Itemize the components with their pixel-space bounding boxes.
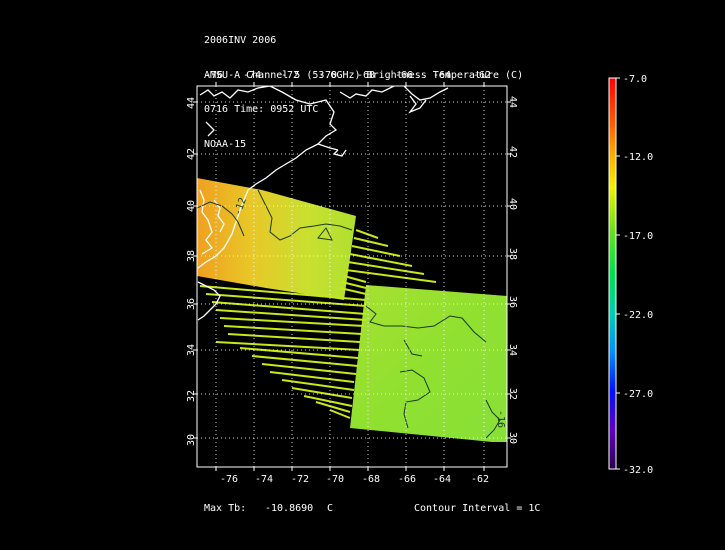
lon-label-bottom-7: -64 (433, 474, 451, 485)
colorbar-ticks (616, 77, 620, 470)
lat-label-left-2: 42 (186, 148, 197, 160)
swath-north (197, 178, 356, 300)
lon-label-bottom-4: -70 (326, 474, 344, 485)
scan-line (269, 371, 355, 383)
scan-line (349, 253, 413, 267)
header-line-1: 2006INV 2006 (204, 35, 277, 46)
lat-label-left-5: 36 (186, 298, 197, 310)
scan-line (329, 409, 351, 419)
colorbar-label-2: -12.0 (623, 152, 653, 163)
scan-lines (199, 229, 437, 419)
lon-label-bottom-1: -76 (220, 474, 238, 485)
lon-label-bottom-8: -62 (471, 474, 489, 485)
scan-line (339, 287, 367, 295)
scan-line (251, 355, 359, 367)
lon-label-top-2: -74 (243, 70, 261, 81)
colorbar-label-6: -32.0 (623, 465, 653, 476)
scan-line (303, 395, 353, 407)
scan-line (343, 275, 367, 283)
lon-label-bottom-5: -68 (362, 474, 380, 485)
max-tb-value: -10.8690 (265, 503, 314, 514)
max-tb-unit: C (327, 503, 334, 514)
scan-line (355, 229, 379, 239)
lon-label-top-8: -62 (473, 70, 491, 81)
contour-interval: Contour Interval = 1C (414, 503, 541, 514)
map-frame (196, 85, 508, 468)
lat-label-left-4: 38 (186, 250, 197, 262)
colorbar-label-4: -22.0 (623, 310, 653, 321)
lat-label-left-1: 44 (186, 97, 197, 109)
lon-label-top-5: -68 (357, 70, 375, 81)
lon-label-bottom-3: -72 (291, 474, 309, 485)
lat-label-right-8: 30 (507, 432, 518, 444)
scan-line (281, 379, 355, 391)
lat-label-left-6: 34 (186, 344, 197, 356)
lat-label-left-7: 32 (186, 390, 197, 402)
scan-line (239, 347, 359, 359)
lat-label-left-3: 40 (186, 200, 197, 212)
header-line-3: 0716 Time: 0952 UTC (204, 104, 319, 115)
header-line-2: AMSU-A Channel 5 (53.6GHz) Brightness Te… (204, 69, 524, 81)
lat-label-right-1: 44 (507, 96, 518, 108)
lat-label-right-4: 38 (507, 248, 518, 260)
tick-marks (193, 82, 511, 471)
lat-label-right-2: 42 (507, 146, 518, 158)
scan-line (227, 333, 361, 343)
contours (197, 189, 501, 439)
scan-line (223, 325, 363, 335)
lat-label-right-7: 32 (507, 388, 518, 400)
lon-label-top-6: -66 (395, 70, 413, 81)
lat-label-left-8: 30 (186, 434, 197, 446)
header-line-4: NOAA-15 (204, 138, 247, 150)
scan-line (315, 401, 351, 413)
lon-label-bottom-6: -66 (398, 474, 416, 485)
map-header: 2006INV 2006 AMSU-A Channel 5 (53.6GHz) … (204, 12, 523, 162)
scan-line (341, 281, 367, 289)
lat-label-right-5: 36 (507, 296, 518, 308)
swath-south (350, 285, 507, 442)
lat-labels-right: 44 42 40 38 36 34 32 30 (507, 96, 518, 444)
max-tb-label: Max Tb: (204, 503, 247, 514)
lon-label-top-1: -76 (205, 70, 223, 81)
colorbar-label-1: -7.0 (623, 74, 647, 85)
lon-labels-top: -76 -74 -72 -70 -68 -66 -64 -62 (205, 70, 491, 81)
lat-labels-left: 44 42 40 38 36 34 32 30 (186, 97, 197, 446)
colorbar-label-5: -27.0 (623, 389, 653, 400)
scan-line (215, 309, 367, 321)
scan-line (291, 387, 353, 399)
colorbar-label-3: -17.0 (623, 231, 653, 242)
lat-label-right-3: 40 (507, 198, 518, 210)
lon-labels-bottom: -76 -74 -72 -70 -68 -66 -64 -62 (220, 474, 489, 485)
scan-line (351, 245, 401, 257)
scan-line (205, 293, 367, 307)
coastline (197, 86, 449, 321)
map-area: -12 -16 (197, 86, 507, 467)
lat-label-right-6: 34 (507, 344, 518, 356)
scan-line (261, 363, 357, 375)
lon-label-top-4: -70 (319, 70, 337, 81)
scan-line (345, 269, 437, 283)
colorbar-labels: -7.0 -12.0 -17.0 -22.0 -27.0 -32.0 (623, 74, 653, 476)
colorbar (608, 77, 617, 470)
scan-line (353, 237, 389, 247)
scan-line (199, 285, 367, 301)
contour-label-south: -16 (495, 410, 506, 428)
lon-label-bottom-2: -74 (255, 474, 273, 485)
lon-label-top-7: -64 (433, 70, 451, 81)
scan-line (215, 341, 361, 351)
lon-label-top-3: -72 (281, 70, 299, 81)
scan-line (347, 261, 425, 275)
